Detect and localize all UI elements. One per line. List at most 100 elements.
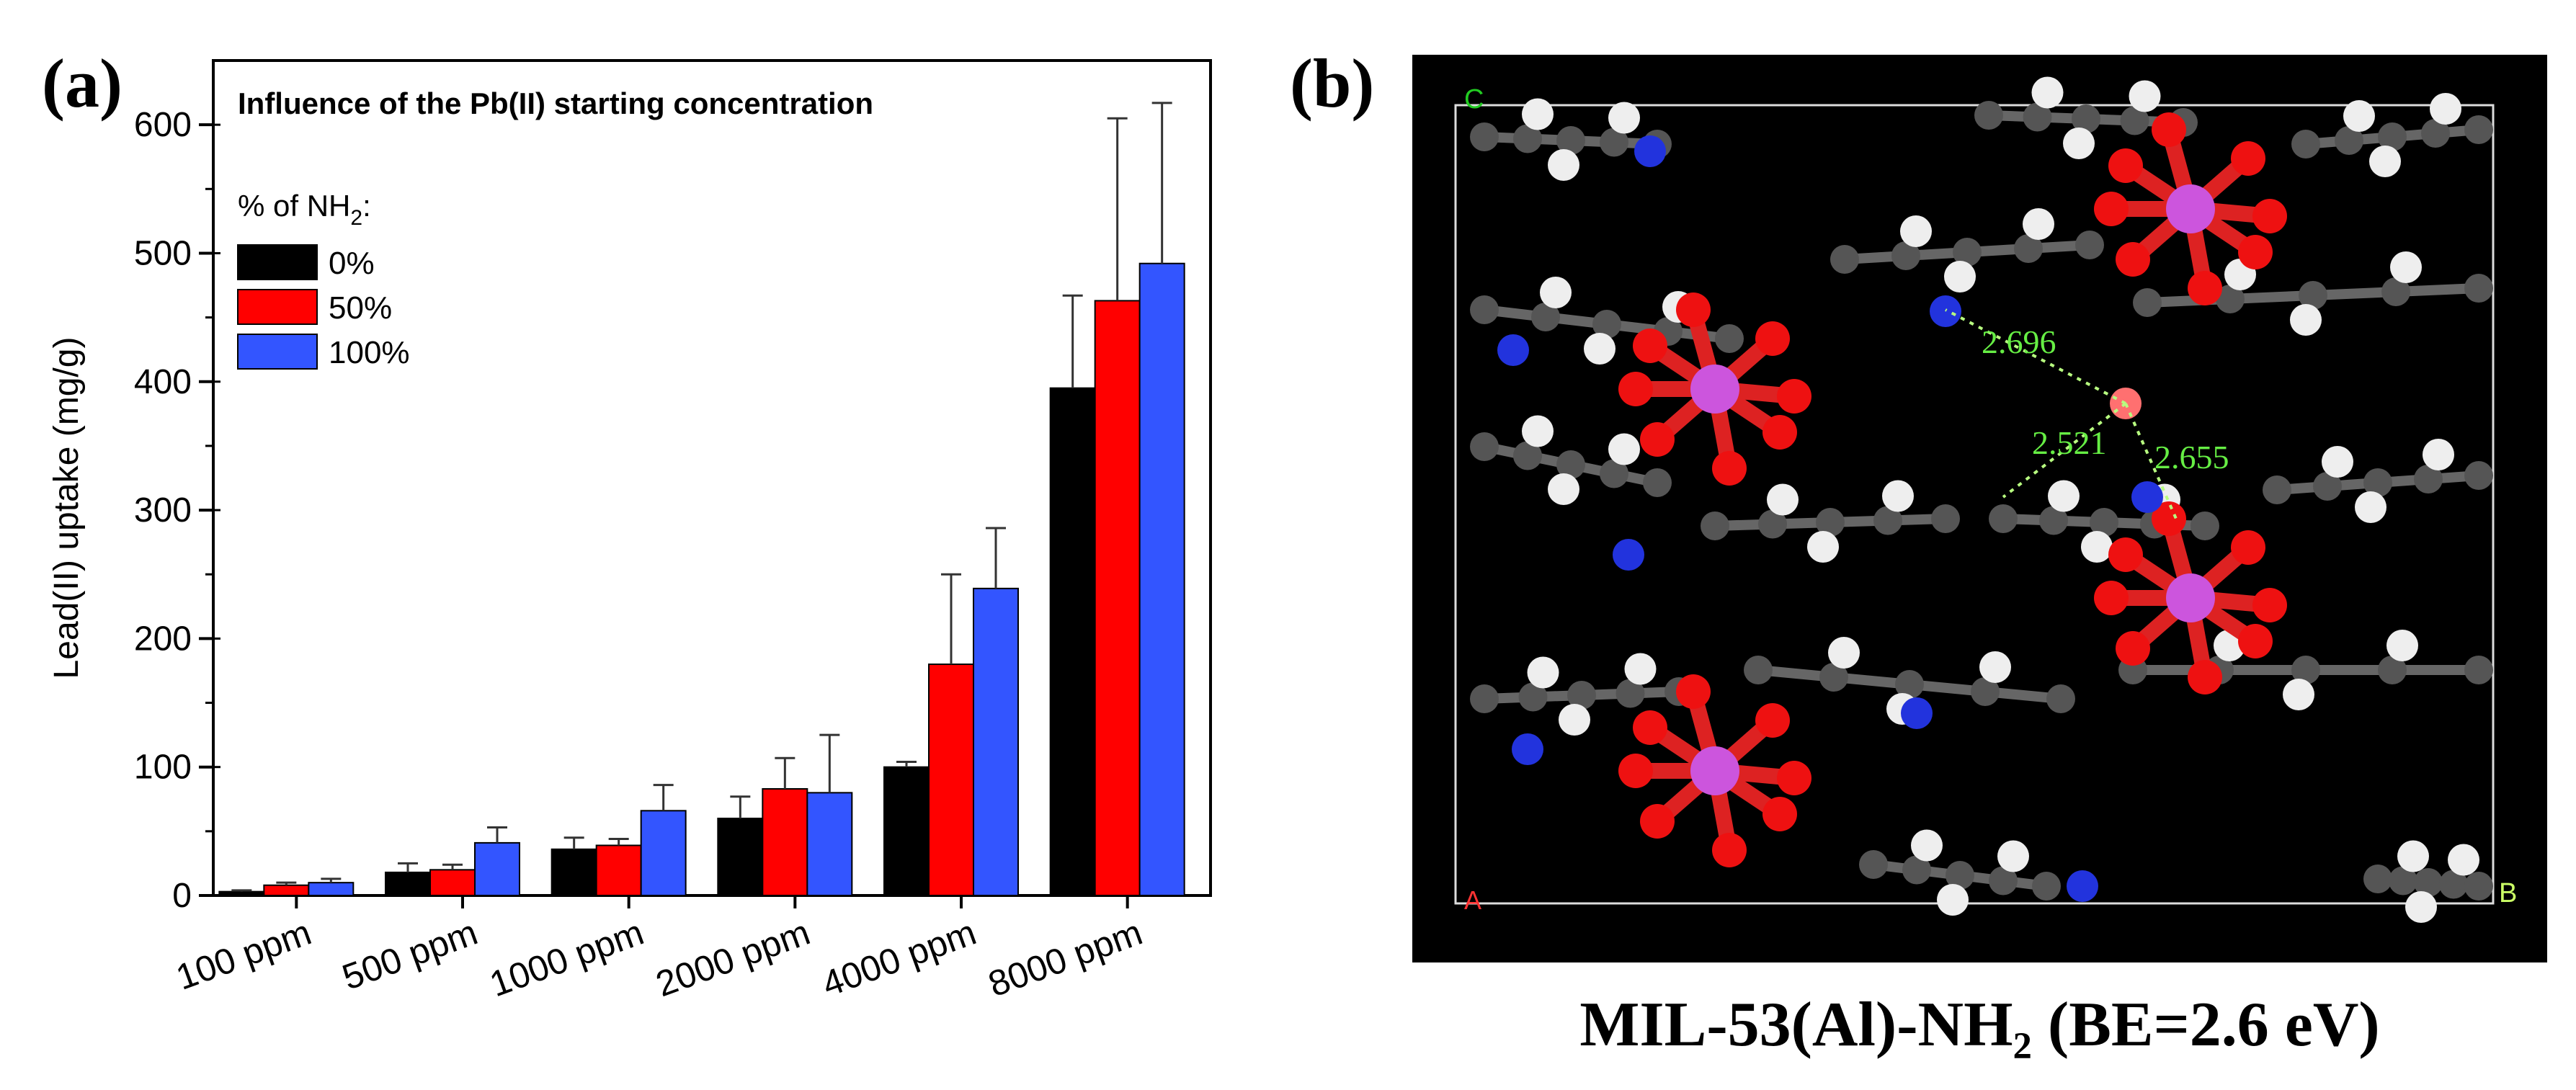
oxygen-atom — [2116, 631, 2150, 666]
carbon-atom — [2216, 285, 2245, 313]
hydrogen-atom — [2423, 439, 2454, 470]
carbon-atom — [2421, 119, 2450, 148]
hydrogen-atom — [1997, 840, 2029, 872]
bar-0pct-2000-ppm — [717, 818, 764, 896]
hydrogen-atom — [1522, 98, 1554, 130]
hydrogen-atom — [1911, 829, 1943, 862]
oxygen-atom — [2231, 141, 2265, 176]
hydrogen-atom — [1624, 653, 1657, 685]
oxygen-atom — [2252, 199, 2287, 233]
carbon-atom — [2464, 656, 2493, 684]
hydrogen-atom — [1584, 333, 1615, 365]
aluminium-atom — [2166, 184, 2215, 233]
distance-label: 2.696 — [1982, 323, 2056, 360]
carbon-atom — [1891, 241, 1920, 270]
hydrogen-atom — [1900, 215, 1932, 247]
panel-a-label: (a) — [42, 45, 122, 122]
x-tick-label: 500 ppm — [337, 912, 483, 998]
nitrogen-atom — [1634, 135, 1666, 167]
axis-b-label: B — [2499, 878, 2517, 908]
carbon-atom — [1744, 656, 1773, 684]
nitrogen-atom — [1512, 733, 1543, 765]
carbon-atom — [1902, 855, 1931, 885]
y-tick-label: 300 — [134, 491, 192, 530]
bar-100pct-4000-ppm — [973, 587, 1019, 896]
x-tick-label: 8000 ppm — [983, 912, 1147, 1005]
carbon-atom — [2378, 122, 2407, 151]
x-tick-label: 1000 ppm — [484, 912, 649, 1005]
hydrogen-atom — [1944, 261, 1976, 292]
oxygen-atom — [2094, 581, 2129, 615]
oxygen-atom — [1676, 292, 1711, 327]
legend-label: 50% — [329, 290, 392, 326]
y-tick-label: 200 — [134, 620, 192, 658]
oxygen-atom — [2238, 235, 2273, 269]
carbon-atom — [2414, 868, 2443, 897]
carbon-atom — [1953, 238, 1982, 267]
legend-swatch-0pct — [237, 244, 318, 280]
oxygen-atom — [2188, 660, 2222, 694]
carbon-atom — [1615, 679, 1645, 708]
carbon-atom — [1715, 324, 1744, 353]
carbon-atom — [2414, 465, 2443, 493]
y-axis-label: Lead(II) uptake (mg/g) — [48, 337, 86, 679]
hydrogen-atom — [1522, 415, 1554, 447]
plot-area: 0 100 200 300 400 500 600 100 ppm 500 ppm 1000 pp… — [134, 59, 1212, 1005]
carbon-atom — [1758, 509, 1787, 539]
hydrogen-atom — [1807, 531, 1839, 563]
carbon-atom — [2046, 684, 2075, 713]
axis-a-label: A — [1464, 885, 1481, 915]
carbon-atom — [1830, 245, 1859, 274]
hydrogen-atom — [2048, 480, 2080, 512]
oxygen-atom — [1777, 761, 1811, 795]
carbon-atom — [1518, 682, 1548, 712]
aluminium-atom — [1690, 365, 1739, 414]
legend-swatch-100pct — [237, 334, 318, 370]
hydrogen-atom — [1608, 102, 1640, 134]
y-tick-label: 0 — [172, 877, 192, 915]
oxygen-atom — [1640, 422, 1675, 457]
hydrogen-atom — [1548, 473, 1579, 505]
hydrogen-atom — [2129, 80, 2161, 112]
y-tick-label: 500 — [134, 234, 192, 272]
panel-b-label: (b) — [1290, 45, 1375, 122]
bar-100pct-1000-ppm — [640, 810, 687, 896]
carbon-atom — [1600, 128, 1628, 157]
carbon-atom — [2039, 506, 2068, 535]
oxygen-atom — [2252, 588, 2287, 622]
carbon-atom — [2464, 274, 2493, 303]
carbon-atom — [2389, 866, 2417, 895]
hydrogen-atom — [2283, 679, 2314, 710]
carbon-atom — [2464, 115, 2493, 144]
oxygen-atom — [2238, 624, 2273, 658]
carbon-atom — [2014, 234, 2043, 263]
carbon-atom — [1513, 124, 1542, 153]
carbon-atom — [2090, 508, 2118, 537]
oxygen-atom — [1755, 703, 1790, 738]
carbon-atom — [1701, 512, 1729, 540]
carbon-atom — [1819, 663, 1848, 692]
chart-title: Influence of the Pb(II) starting concent… — [238, 86, 873, 120]
carbon-atom — [1531, 303, 1560, 331]
carbon-atom — [1989, 866, 2018, 895]
hydrogen-atom — [1548, 149, 1579, 181]
carbon-atom — [2378, 656, 2407, 684]
aluminium-atom — [1690, 746, 1739, 795]
bar-0pct-100-ppm — [218, 890, 265, 896]
x-tick-label: 4000 ppm — [817, 912, 981, 1005]
carbon-atom — [2075, 231, 2104, 259]
carbon-atom — [2291, 656, 2320, 684]
hydrogen-atom — [2430, 93, 2461, 125]
hydrogen-atom — [2031, 76, 2064, 109]
hydrogen-atom — [1767, 483, 1799, 516]
bar-50pct-100-ppm — [263, 884, 310, 896]
structure-caption: MIL-53(Al)-NH₂ (BE=2.6 eV) — [1579, 990, 2380, 1060]
carbon-atom — [1931, 504, 1960, 533]
aluminium-atom — [2166, 573, 2215, 622]
y-tick-label: 600 — [134, 106, 192, 144]
distance-label: 2.521 — [2032, 424, 2107, 461]
y-tick-label: 100 — [134, 749, 192, 787]
bar-50pct-2000-ppm — [762, 788, 808, 897]
hydrogen-atom — [2405, 891, 2437, 923]
